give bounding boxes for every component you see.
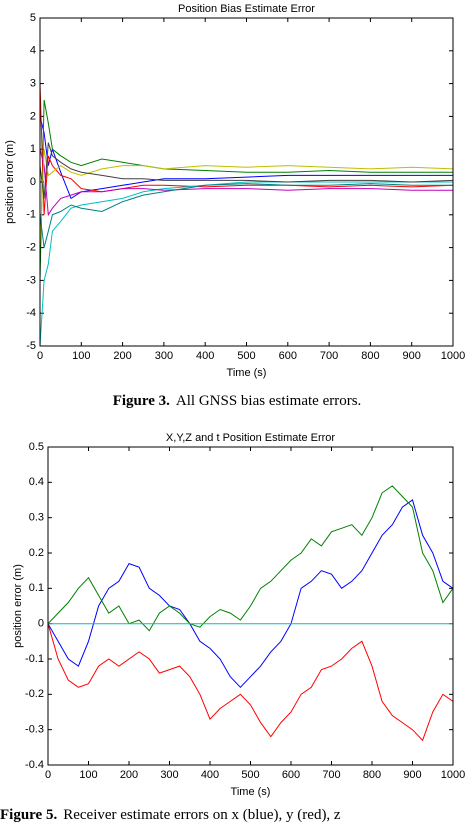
figure-caption: Figure 5. Receiver estimate errors on x (… <box>0 807 341 823</box>
y-tick-label: -0.4 <box>25 759 44 771</box>
x-tick-label: 600 <box>279 350 297 362</box>
plot-frame <box>47 446 454 766</box>
x-tick-label: 300 <box>160 769 178 781</box>
y-tick-label: 1 <box>30 143 36 155</box>
x-tick-label: 700 <box>322 769 340 781</box>
y-tick-label: 4 <box>30 45 36 57</box>
y-tick-label: 0 <box>38 618 44 630</box>
caption-label: Figure 3. <box>113 393 170 409</box>
x-axis-label: Time (s) <box>231 786 271 798</box>
data-line <box>47 499 454 689</box>
x-tick-label: 500 <box>241 769 259 781</box>
x-tick-label: 1000 <box>441 769 465 781</box>
caption-label: Figure 5. <box>0 807 57 823</box>
x-tick-label: 1000 <box>441 350 465 362</box>
chart-title: Position Bias Estimate Error <box>178 3 315 15</box>
x-axis-label: Time (s) <box>227 367 267 379</box>
figure-caption: Figure 3. All GNSS bias estimate errors. <box>113 393 362 409</box>
chart-title: X,Y,Z and t Position Estimate Error <box>166 432 335 444</box>
y-tick-label: 0.3 <box>29 512 44 524</box>
y-tick-label: -1 <box>26 209 36 221</box>
x-tick-label: 100 <box>79 769 97 781</box>
y-tick-label: -0.3 <box>25 724 44 736</box>
x-tick-label: 900 <box>403 350 421 362</box>
data-line <box>47 485 454 632</box>
y-tick-label: 0.5 <box>29 441 44 453</box>
x-tick-label: 200 <box>113 350 131 362</box>
plot-frame <box>39 17 454 347</box>
x-tick-label: 900 <box>403 769 421 781</box>
y-tick-label: -5 <box>26 340 36 352</box>
y-tick-label: 0.4 <box>29 476 44 488</box>
x-tick-label: 800 <box>363 769 381 781</box>
x-tick-label: 600 <box>282 769 300 781</box>
x-tick-label: 0 <box>45 769 51 781</box>
data-line <box>39 183 453 248</box>
y-tick-label: -0.2 <box>25 688 44 700</box>
caption-text: All GNSS bias estimate errors. <box>176 393 361 409</box>
x-tick-label: 400 <box>201 769 219 781</box>
x-tick-label: 0 <box>37 350 43 362</box>
data-line <box>39 149 453 217</box>
y-tick-label: -2 <box>26 242 36 254</box>
y-tick-label: -0.1 <box>25 653 44 665</box>
y-tick-label: 0.2 <box>29 547 44 559</box>
y-tick-label: 5 <box>30 12 36 24</box>
x-tick-label: 200 <box>120 769 138 781</box>
y-tick-label: 3 <box>30 78 36 90</box>
x-tick-label: 400 <box>196 350 214 362</box>
data-line <box>39 99 453 281</box>
y-tick-label: 2 <box>30 110 36 122</box>
data-line <box>47 623 454 742</box>
data-line <box>39 83 454 215</box>
x-tick-label: 100 <box>72 350 90 362</box>
x-tick-label: 500 <box>237 350 255 362</box>
y-tick-label: -4 <box>26 307 36 319</box>
y-tick-label: 0 <box>30 176 36 188</box>
y-axis-label: position error (m) <box>4 140 16 224</box>
data-line <box>39 142 454 199</box>
x-tick-label: 800 <box>361 350 379 362</box>
y-tick-label: 0.1 <box>29 582 44 594</box>
data-line <box>39 181 453 347</box>
y-axis-label: position error (m) <box>12 564 24 648</box>
data-line <box>39 149 454 248</box>
y-tick-label: -3 <box>26 274 36 286</box>
x-tick-label: 300 <box>155 350 173 362</box>
x-tick-label: 700 <box>320 350 338 362</box>
caption-text: Receiver estimate errors on x (blue), y … <box>63 807 341 823</box>
